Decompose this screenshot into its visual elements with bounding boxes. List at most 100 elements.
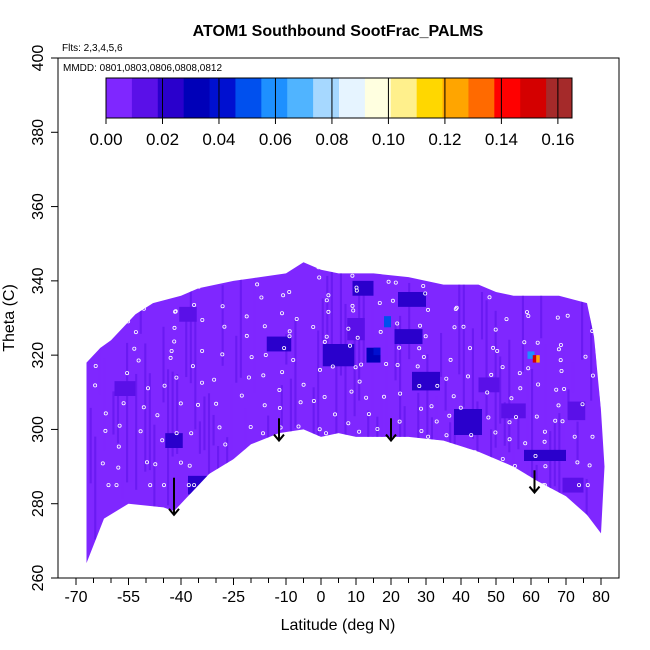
x-tick-label: -55 [117, 589, 140, 606]
sample-point [148, 483, 153, 488]
sample-point [260, 431, 265, 436]
sample-point [172, 325, 177, 330]
heatmap-cell [321, 298, 324, 342]
colorbar: 0.00 0.02 0.04 0.06 0.08 0.10 0.12 0.14 0.16 [89, 77, 574, 149]
sample-point [572, 434, 577, 439]
sample-point [326, 309, 331, 314]
heatmap-cell [276, 436, 279, 536]
x-tick-label: 40 [452, 589, 470, 606]
heatmap-cell [212, 414, 215, 446]
sample-point [509, 396, 514, 401]
flights-label: Flts: 2,3,4,5,6 [62, 43, 123, 54]
sample-point [301, 382, 306, 387]
heatmap-cell [312, 387, 315, 467]
dates-label: MMDD: 0801,0803,0806,0808,0812 [63, 63, 222, 74]
heatmap-cell [358, 287, 361, 401]
sample-point [357, 429, 362, 434]
heatmap-cell [508, 339, 511, 453]
sample-point [487, 295, 492, 300]
sample-point [322, 394, 327, 399]
heatmap-cell [398, 292, 426, 307]
x-tick-label: -25 [222, 589, 245, 606]
sample-point [97, 323, 102, 328]
x-tick-label: 70 [557, 589, 575, 606]
heatmap-cell [521, 262, 524, 372]
arrow-head [168, 508, 180, 517]
sample-point [480, 483, 485, 488]
sample-point [554, 387, 559, 392]
sample-point [426, 434, 431, 439]
sample-point [298, 400, 303, 405]
heatmap-cell [317, 330, 320, 462]
sample-point [270, 483, 275, 488]
sample-point [390, 298, 395, 303]
arrow-marker [273, 418, 285, 443]
sample-point [504, 317, 509, 322]
heatmap-cell [590, 262, 593, 401]
heatmap-cell [303, 470, 306, 510]
sample-point [391, 439, 396, 444]
heatmap-cell [89, 407, 92, 484]
heatmap-cell [162, 326, 165, 403]
heatmap-cell [139, 295, 142, 334]
arrow-head [528, 485, 541, 495]
sample-point [580, 402, 585, 407]
y-axis: 260 280 300 320 340 360 380 400 [30, 45, 58, 591]
x-tick-label: -10 [274, 589, 297, 606]
sample-point [418, 406, 423, 411]
sample-point [423, 291, 428, 296]
sample-point [495, 348, 500, 353]
sample-point [174, 375, 179, 380]
heatmap-cell [135, 373, 138, 490]
sample-point [93, 363, 98, 368]
sample-point [384, 361, 389, 366]
heatmap-cell [549, 431, 552, 513]
sample-point [296, 424, 301, 429]
heatmap-cell [271, 447, 274, 493]
sample-point [526, 313, 531, 318]
heatmap-cell [81, 385, 83, 442]
colorbar-tick-label: 0.06 [259, 130, 292, 149]
sample-point [415, 364, 420, 369]
sample-point [429, 404, 434, 409]
x-tick-label: 10 [347, 589, 365, 606]
sample-point [106, 483, 111, 488]
sample-point [427, 483, 432, 488]
heatmap-cell [408, 282, 411, 360]
x-tick-label: 30 [417, 589, 435, 606]
sample-point [96, 298, 101, 303]
sample-point [178, 401, 183, 406]
sample-point [129, 270, 134, 275]
sample-point [591, 263, 596, 268]
sample-point [590, 373, 595, 378]
sample-point [452, 278, 457, 283]
sample-point [317, 367, 322, 372]
sample-point [351, 308, 356, 313]
heatmap-cell [562, 351, 565, 456]
sample-point [200, 317, 205, 322]
sample-point [332, 412, 337, 417]
heatmap-cell [417, 392, 420, 451]
sample-point [395, 321, 400, 326]
heatmap-cell [86, 304, 88, 344]
heatmap-cell [326, 275, 329, 362]
sample-point [340, 441, 345, 446]
sample-point [452, 325, 457, 330]
heatmap-cell [490, 429, 493, 525]
sample-point [371, 455, 376, 460]
sample-point [287, 334, 292, 339]
sample-point [427, 268, 432, 273]
heatmap-cell [373, 347, 381, 356]
sample-point [438, 452, 443, 457]
sample-point [174, 268, 179, 273]
arrow-head [273, 433, 285, 443]
sample-point [350, 273, 355, 278]
sample-point [192, 302, 197, 307]
heatmap-cell [112, 391, 115, 435]
sample-point [518, 386, 523, 391]
heatmap-cell [536, 355, 540, 363]
sample-point [316, 265, 321, 270]
heatmap-cell [258, 450, 261, 536]
sample-point [324, 298, 329, 303]
y-tick-label: 400 [30, 45, 47, 72]
